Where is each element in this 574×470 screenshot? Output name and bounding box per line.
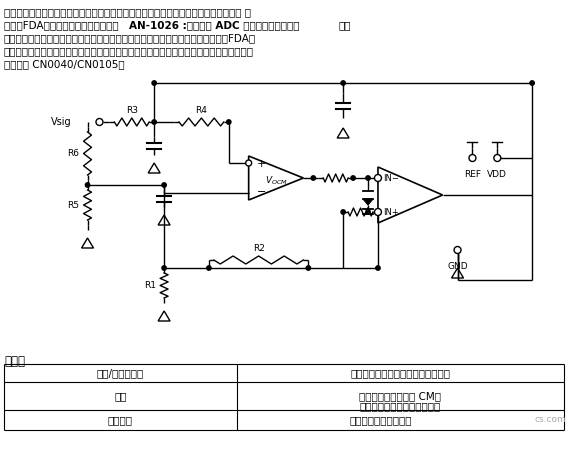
Polygon shape: [363, 199, 373, 205]
Circle shape: [351, 176, 355, 180]
Circle shape: [469, 155, 476, 162]
Circle shape: [341, 81, 346, 85]
Circle shape: [227, 120, 231, 124]
Text: IN+: IN+: [383, 207, 399, 217]
Text: R2: R2: [253, 244, 265, 253]
Text: 最简单的电平转换解决方案。: 最简单的电平转换解决方案。: [360, 401, 441, 411]
Circle shape: [152, 81, 156, 85]
Text: Vsig: Vsig: [51, 117, 72, 127]
Text: 而使用双放大器的定制电路可能更为合适。就单个放大器而言，可选产品种类要多得多。示: 而使用双放大器的定制电路可能更为合适。就单个放大器而言，可选产品种类要多得多。示: [4, 46, 254, 56]
Circle shape: [366, 210, 370, 214]
Text: R6: R6: [68, 149, 80, 158]
Circle shape: [341, 210, 346, 214]
Text: R1: R1: [144, 281, 156, 290]
Circle shape: [311, 176, 316, 180]
Circle shape: [162, 183, 166, 187]
Text: 用这种方法实现的单端转差分具有最低的噪声，适合单电源类应用，可耐受阻性输入。 有: 用这种方法实现的单端转差分具有最低的噪声，适合单电源类应用，可耐受阻性输入。 有: [4, 7, 251, 17]
Circle shape: [162, 266, 166, 270]
Circle shape: [376, 266, 380, 270]
Circle shape: [494, 155, 501, 162]
Text: 噪声性能而言，似乎显然应该采用这种方法；然而，有些时候可能并不存在合适的FDA，: 噪声性能而言，似乎显然应该采用这种方法；然而，有些时候可能并不存在合适的FDA，: [4, 33, 256, 43]
Circle shape: [86, 183, 90, 187]
Text: 。就: 。就: [338, 20, 351, 30]
Text: VDD: VDD: [487, 170, 507, 179]
Circle shape: [207, 266, 211, 270]
Circle shape: [454, 246, 461, 253]
Text: 裕量/单电源供电: 裕量/单电源供电: [97, 368, 144, 378]
Text: AN-1026 :高速差分 ADC 驱动器设计考虑因素: AN-1026 :高速差分 ADC 驱动器设计考虑因素: [129, 20, 300, 30]
Circle shape: [470, 156, 475, 160]
Text: 允许衰减增益和可变 CM。: 允许衰减增益和可变 CM。: [359, 391, 441, 401]
Circle shape: [374, 209, 382, 216]
Text: −: −: [257, 187, 266, 197]
Circle shape: [96, 118, 103, 125]
Text: R3: R3: [126, 106, 138, 115]
Text: 关采用FDA的设计详情可参见应用笔记: 关采用FDA的设计详情可参见应用笔记: [4, 20, 122, 30]
Circle shape: [246, 160, 251, 166]
Text: 适合单电源供电，因为采用反相配置: 适合单电源供电，因为采用反相配置: [350, 368, 451, 378]
Text: 例可参见 CN0040/CN0105。: 例可参见 CN0040/CN0105。: [4, 59, 125, 69]
Text: $V_{OCM}$: $V_{OCM}$: [265, 175, 288, 187]
Text: 增益: 增益: [114, 391, 127, 401]
Circle shape: [306, 266, 311, 270]
Text: IN−: IN−: [383, 173, 399, 182]
Circle shape: [530, 81, 534, 85]
Circle shape: [152, 120, 156, 124]
Text: REF: REF: [464, 170, 481, 179]
Text: 取决于所用的输入电阻: 取决于所用的输入电阻: [349, 415, 412, 425]
Text: R5: R5: [68, 201, 80, 210]
Text: cs.com: cs.com: [534, 415, 566, 424]
Text: GND: GND: [447, 262, 468, 271]
Circle shape: [374, 174, 382, 181]
Text: 输入阻抗: 输入阻抗: [108, 415, 133, 425]
Text: +: +: [257, 159, 266, 169]
Text: R4: R4: [196, 106, 207, 115]
Text: 利与弊: 利与弊: [4, 355, 25, 368]
Circle shape: [495, 156, 499, 160]
Circle shape: [366, 176, 370, 180]
